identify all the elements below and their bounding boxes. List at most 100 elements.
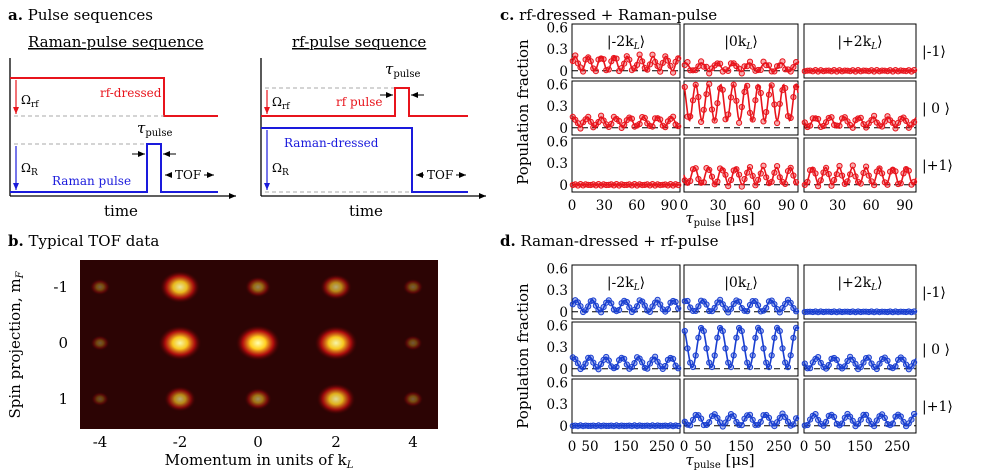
data-point bbox=[760, 345, 767, 352]
column-state-label: |0kL⟩ bbox=[724, 34, 758, 52]
subplot-r1-c1 bbox=[681, 80, 800, 136]
data-point bbox=[755, 176, 762, 183]
data-point bbox=[860, 169, 867, 176]
svg-text:c. rf-dressed + Raman-pulse: c. rf-dressed + Raman-pulse bbox=[500, 6, 717, 24]
data-point bbox=[744, 359, 751, 366]
row-state-label: |-1⟩ bbox=[922, 285, 946, 301]
data-point bbox=[790, 172, 797, 179]
data-point bbox=[587, 58, 594, 65]
subplot-r1-c2: | 0 ⟩ bbox=[801, 80, 950, 136]
data-point bbox=[639, 359, 646, 366]
data-point bbox=[662, 53, 669, 60]
tof-spot bbox=[403, 335, 423, 351]
rf-sequence-title: rf-pulse sequence bbox=[292, 33, 426, 51]
data-point bbox=[831, 176, 838, 184]
data-point bbox=[839, 172, 846, 179]
data-point bbox=[825, 361, 832, 369]
data-point bbox=[776, 174, 783, 181]
data-point bbox=[744, 308, 751, 315]
data-point bbox=[621, 355, 628, 362]
data-point bbox=[736, 119, 743, 126]
data-point bbox=[876, 360, 883, 367]
data-point bbox=[587, 118, 594, 125]
data-point bbox=[657, 116, 664, 123]
tof-spot bbox=[402, 278, 424, 296]
data-point bbox=[793, 308, 800, 315]
subplot-r2-c0: 0.60.300 50 150 250 bbox=[547, 376, 682, 455]
data-point bbox=[757, 89, 764, 97]
data-point bbox=[670, 355, 677, 362]
data-point bbox=[706, 166, 713, 173]
data-point bbox=[744, 82, 751, 89]
ytick-label: 0.6 bbox=[547, 21, 568, 37]
omega-rf-label: Ωrf bbox=[21, 93, 39, 110]
data-point bbox=[613, 363, 620, 371]
data-point bbox=[839, 420, 846, 427]
data-point bbox=[644, 365, 651, 372]
data-point bbox=[689, 416, 697, 423]
data-point bbox=[755, 302, 762, 309]
xtick-label: 30 bbox=[596, 198, 613, 214]
data-point bbox=[698, 58, 705, 65]
data-point bbox=[675, 305, 682, 312]
data-point bbox=[873, 417, 880, 424]
data-point bbox=[700, 106, 707, 113]
subplot-r2-c2: 0 50 150 250 |+1⟩ bbox=[800, 378, 953, 455]
column-state-label: |0kL⟩ bbox=[724, 275, 758, 293]
data-point bbox=[577, 303, 584, 310]
row-state-label: |-1⟩ bbox=[922, 44, 946, 60]
data-point bbox=[879, 170, 886, 177]
data-point bbox=[613, 55, 620, 62]
tof-xtick-label: 0 bbox=[253, 433, 263, 451]
rf-dressed-label: rf-dressed bbox=[100, 86, 162, 100]
xtick-label: 0 bbox=[568, 439, 577, 455]
xtick-label: 150 bbox=[613, 439, 639, 455]
data-point bbox=[804, 178, 811, 185]
data-point bbox=[776, 309, 783, 316]
fit-curve bbox=[683, 82, 799, 123]
data-point bbox=[672, 298, 679, 305]
data-point bbox=[714, 414, 721, 422]
data-point bbox=[771, 169, 778, 176]
xtick-label: 50 bbox=[581, 439, 598, 455]
data-point bbox=[763, 304, 770, 311]
xtick-label: 30 bbox=[829, 198, 846, 214]
data-point bbox=[692, 165, 699, 172]
data-point bbox=[608, 120, 615, 128]
data-point bbox=[812, 411, 819, 418]
data-point bbox=[768, 82, 775, 89]
data-point bbox=[815, 183, 822, 190]
xtick-label: 0 bbox=[800, 198, 809, 214]
data-point bbox=[703, 345, 710, 352]
data-point bbox=[892, 168, 899, 175]
panel-d-ylabel: Population fraction bbox=[514, 283, 532, 429]
data-point bbox=[700, 179, 707, 186]
data-point bbox=[857, 364, 864, 371]
data-point bbox=[652, 353, 659, 360]
ytick-label: 0.6 bbox=[547, 319, 568, 335]
data-point bbox=[664, 306, 672, 313]
data-point bbox=[774, 119, 781, 127]
data-point bbox=[605, 66, 612, 73]
data-point bbox=[903, 117, 910, 125]
data-point bbox=[801, 119, 808, 126]
data-point bbox=[595, 366, 602, 373]
data-point bbox=[585, 303, 592, 310]
data-point bbox=[736, 171, 743, 178]
panel-c-ylabel: Population fraction bbox=[514, 39, 532, 185]
subplot-r0-c1: |0kL⟩ bbox=[681, 264, 800, 320]
data-point bbox=[744, 169, 751, 176]
data-point bbox=[900, 170, 907, 177]
data-point bbox=[871, 182, 878, 189]
raman-dressed-label: Raman-dressed bbox=[284, 136, 379, 150]
omega-rf-label-2: Ωrf bbox=[272, 95, 290, 112]
data-point bbox=[727, 364, 735, 371]
panel-d-letter: d. bbox=[500, 232, 516, 250]
data-point bbox=[889, 420, 896, 427]
data-point bbox=[793, 59, 800, 66]
data-point bbox=[657, 68, 664, 75]
data-point bbox=[868, 117, 875, 124]
data-point bbox=[695, 303, 702, 310]
data-point bbox=[706, 419, 713, 426]
data-point bbox=[574, 360, 582, 367]
